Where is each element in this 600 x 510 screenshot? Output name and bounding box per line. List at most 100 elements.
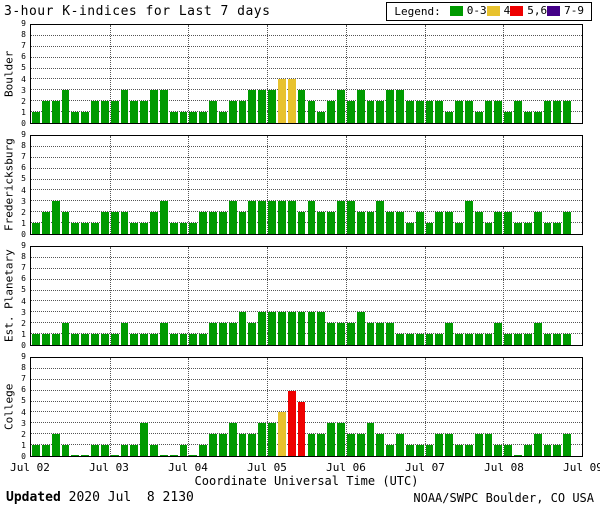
k-index-bar: [435, 334, 444, 345]
x-tick-label: Jul 05: [247, 461, 287, 474]
y-tick-label: 8: [21, 363, 26, 373]
station-label: College: [2, 383, 16, 431]
k-index-bar: [543, 445, 552, 456]
k-index-bar: [504, 112, 513, 123]
k-index-bar: [209, 323, 217, 345]
k-index-bar: [61, 323, 70, 345]
legend-swatch: [449, 5, 463, 16]
y-tick-label: 2: [21, 96, 26, 106]
gridline-horizontal: [31, 433, 582, 435]
k-index-bar: [159, 455, 168, 456]
k-index-bar: [120, 90, 129, 123]
gridline-vertical: [424, 358, 426, 456]
y-tick-label: 0: [21, 230, 26, 239]
k-index-bar: [268, 312, 276, 345]
y-tick-label: 2: [21, 207, 26, 217]
x-tick-label: Jul 04: [168, 461, 208, 474]
gridline-vertical: [109, 247, 111, 345]
y-tick-label: 9: [21, 352, 26, 361]
x-tick-label: Jul 06: [326, 461, 366, 474]
plot-area: [30, 246, 583, 346]
k-index-bar: [218, 212, 227, 234]
gridline-vertical: [267, 358, 269, 456]
gridline-vertical: [503, 358, 505, 456]
k-index-bar: [41, 101, 50, 123]
k-index-bar: [317, 312, 326, 345]
legend-swatch: [486, 5, 500, 16]
k-index-bar: [563, 334, 572, 345]
k-index-bar: [366, 423, 375, 456]
k-index-bar: [100, 212, 109, 234]
k-index-bar: [81, 334, 90, 345]
k-index-bar: [179, 445, 188, 456]
k-index-bar: [130, 223, 139, 234]
k-index-bar: [199, 445, 208, 456]
k-index-bar: [277, 79, 286, 123]
k-index-bar: [41, 445, 50, 456]
k-index-bar: [110, 101, 119, 123]
k-index-bar: [218, 323, 227, 345]
k-index-bar: [415, 101, 424, 123]
k-index-bar: [199, 212, 208, 234]
k-index-bar: [51, 334, 60, 345]
k-index-bar: [32, 334, 40, 345]
k-index-bar: [445, 112, 454, 123]
k-index-bar: [553, 101, 562, 123]
x-tick-label: Jul 03: [89, 461, 129, 474]
k-index-bar: [150, 212, 158, 234]
k-index-bar: [317, 434, 326, 456]
k-index-bar: [307, 101, 316, 123]
k-index-bar: [464, 201, 473, 234]
k-index-bar: [435, 434, 444, 456]
y-tick-label: 7: [21, 374, 26, 384]
y-tick-label: 6: [21, 385, 26, 395]
k-index-bar: [110, 212, 119, 234]
gridline-horizontal: [31, 378, 582, 380]
gridline-horizontal: [31, 211, 582, 213]
k-index-bar: [61, 90, 70, 123]
k-index-bar: [435, 212, 444, 234]
gridline-vertical: [424, 25, 426, 123]
k-index-bar: [248, 90, 257, 123]
k-index-bar: [248, 201, 257, 234]
k-index-bar: [356, 90, 365, 123]
k-index-bar: [41, 212, 50, 234]
k-index-bar: [179, 334, 188, 345]
gridline-horizontal: [31, 67, 582, 69]
k-index-bar: [179, 112, 188, 123]
k-index-bar: [405, 101, 414, 123]
k-index-bar: [396, 90, 404, 123]
k-index-bar: [159, 90, 168, 123]
y-tick-label: 9: [21, 19, 26, 28]
gridline-horizontal: [31, 333, 582, 335]
gridline-horizontal: [31, 267, 582, 269]
legend-label: Legend:: [394, 5, 441, 18]
k-index-bar: [71, 334, 80, 345]
legend-item: 4: [486, 4, 510, 17]
y-tick-label: 8: [21, 141, 26, 151]
k-index-bar: [169, 223, 178, 234]
legend-item-label: 5,6: [527, 4, 548, 18]
gridline-horizontal: [31, 189, 582, 191]
gridline-horizontal: [31, 78, 582, 80]
gridline-horizontal: [31, 422, 582, 424]
gridline-horizontal: [31, 367, 582, 369]
gridline-vertical: [188, 358, 190, 456]
gridline-vertical: [503, 247, 505, 345]
k-index-bar: [189, 334, 198, 345]
k-index-bar: [464, 445, 473, 456]
k-index-bar: [455, 445, 463, 456]
k-index-bar: [386, 323, 395, 345]
k-index-bar: [484, 223, 493, 234]
k-index-bar: [425, 101, 434, 123]
updated-value: 2020 Jul 8 2130: [60, 490, 194, 505]
k-index-bar: [91, 101, 99, 123]
gridline-vertical: [109, 25, 111, 123]
k-index-bar: [543, 334, 552, 345]
updated-text: Updated 2020 Jul 8 2130: [6, 490, 194, 505]
k-index-bar: [553, 445, 562, 456]
gridline-vertical: [424, 136, 426, 234]
y-tick-label: 1: [21, 218, 26, 228]
k-index-bar: [435, 101, 444, 123]
